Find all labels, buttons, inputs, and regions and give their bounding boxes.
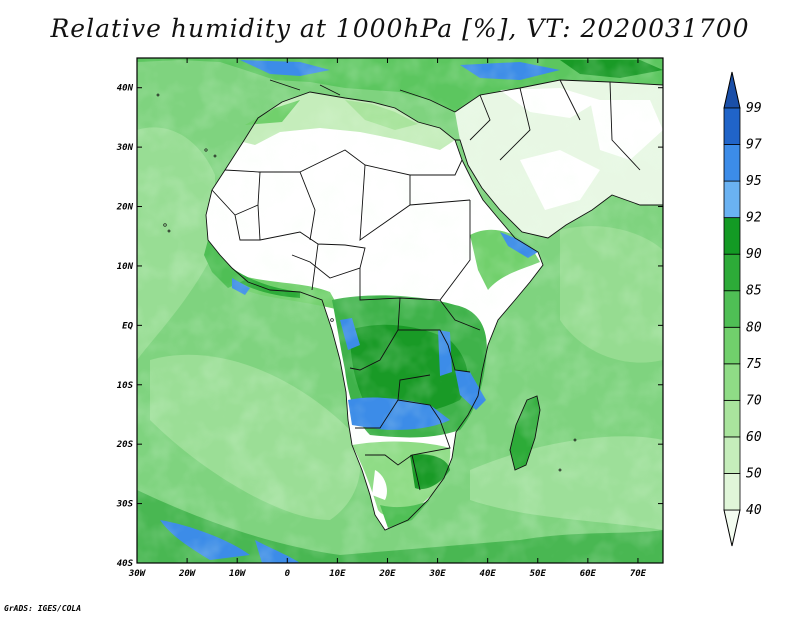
lon-tick-label: 40E — [480, 569, 497, 579]
colorbar-swatch — [723, 217, 741, 255]
colorbar-level-label: 70 — [746, 393, 762, 408]
lon-tick-label: 10W — [229, 569, 247, 579]
lon-tick-label: 20W — [178, 569, 197, 579]
lon-tick-label: 30W — [128, 569, 147, 579]
colorbar-swatch — [723, 326, 741, 365]
lon-tick-label: 50E — [530, 569, 547, 579]
colorbar-swatch — [723, 180, 741, 219]
lat-tick-label: 30N — [116, 143, 134, 153]
lon-tick-label: 0 — [285, 569, 291, 579]
colorbar-level-label: 85 — [746, 284, 762, 299]
plot-frame — [136, 57, 664, 564]
lon-tick-label: 20E — [378, 569, 396, 579]
lat-tick-label: 10N — [117, 262, 134, 272]
colorbar-level-label: 90 — [746, 247, 762, 262]
colorbar-swatch — [723, 144, 741, 182]
colorbar-level-label: 92 — [746, 211, 762, 226]
lat-tick-label: 40N — [117, 84, 134, 94]
lon-tick-label: 10E — [329, 569, 346, 579]
colorbar-level-label: 40 — [746, 503, 762, 518]
lat-tick-label: 10S — [117, 381, 134, 391]
lat-tick-label: 20S — [116, 440, 134, 450]
lat-tick-label: EQ — [122, 321, 133, 331]
axis-ticks: 30W 20W 10W 0 10E 20E 30E 40E 50E 60E 70E 40N 30N 20N… — [116, 58, 663, 579]
colorbar-swatch — [723, 253, 741, 292]
country-borders — [205, 79, 663, 531]
colorbar-swatch — [723, 399, 741, 438]
colorbar: 40 50 60 70 75 80 85 90 92 95 97 99 — [723, 71, 762, 547]
colorbar-swatch — [723, 107, 741, 145]
lon-tick-label: 70E — [630, 569, 647, 579]
lon-tick-label: 60E — [580, 569, 597, 579]
colorbar-level-label: 75 — [746, 357, 762, 372]
colorbar-level-label: 50 — [746, 466, 762, 481]
colorbar-swatch — [723, 363, 741, 401]
colorbar-swatch — [723, 473, 741, 511]
colorbar-swatch — [723, 290, 741, 328]
lat-tick-label: 20N — [116, 203, 134, 213]
lat-tick-label: 30S — [116, 500, 134, 510]
colorbar-swatch — [723, 436, 741, 474]
colorbar-max-triangle — [723, 71, 741, 109]
lon-tick-label: 30E — [428, 569, 446, 579]
colorbar-level-label: 95 — [746, 174, 762, 189]
colorbar-level-label: 80 — [746, 320, 762, 335]
colorbar-min-triangle — [723, 509, 741, 547]
colorbar-level-label: 97 — [746, 138, 762, 153]
lat-tick-label: 40S — [117, 559, 134, 569]
small-islands — [156, 93, 577, 472]
grads-credit: GrADS: IGES/COLA — [4, 604, 82, 613]
colorbar-level-label: 99 — [746, 101, 762, 116]
colorbar-level-label: 60 — [746, 430, 762, 445]
map-title: Relative humidity at 1000hPa [%], VT: 20… — [50, 14, 750, 43]
